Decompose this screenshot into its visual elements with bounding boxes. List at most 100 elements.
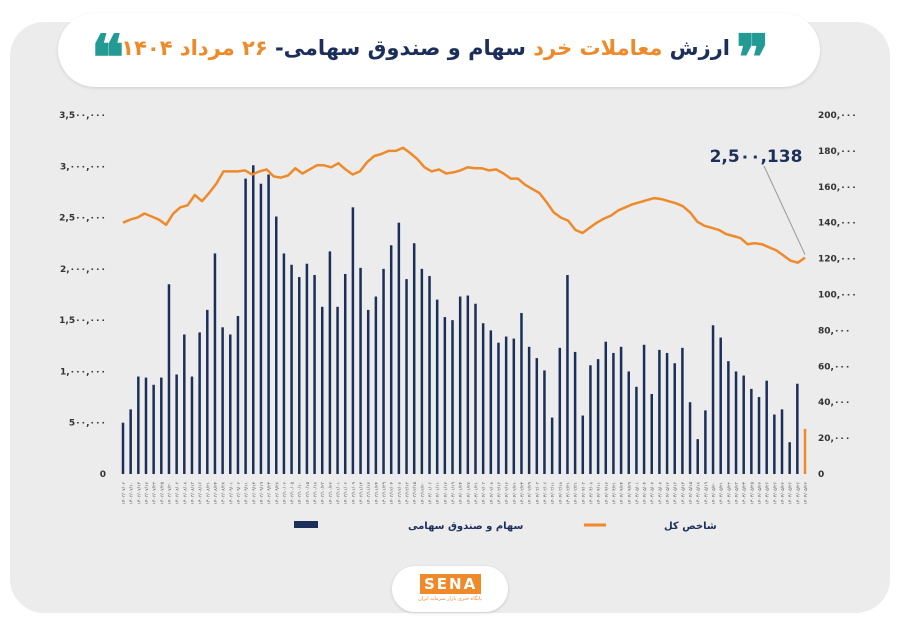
bar (397, 222, 401, 474)
bar (711, 325, 715, 474)
x-tick-label: ۱۴۰۳/۱۰/۱۸ (313, 481, 319, 504)
x-tick-label: ۱۴۰۳/۰۹/۱۴ (251, 481, 257, 504)
x-tick-label: ۱۴۰۴/۰۵/۲۶ (803, 482, 809, 504)
x-tick-label: ۱۴۰۴/۰۵/۲۶ (772, 482, 778, 504)
x-tick-label: ۱۴۰۴/۰۲/۱۶ (504, 482, 510, 504)
x-tick-label: ۱۴۰۴/۰۲/۲۴ (519, 481, 525, 504)
bar (137, 376, 140, 474)
line-series-layer (122, 146, 806, 264)
x-tick-label: ۱۴۰۴/۰۱/۰۶ (428, 482, 434, 504)
x-tick-label: ۱۴۰۴/۰۵/۲۶ (780, 482, 786, 504)
x-tick-label: ۱۴۰۳/۱۲/۰۷ (397, 481, 403, 504)
bar (206, 309, 209, 474)
x-tick-label: ۱۴۰۳/۱۰/۰۵ (290, 481, 296, 504)
left-tick-label: 1,5۰۰,۰۰۰ (59, 316, 106, 326)
bar (405, 279, 408, 474)
right-tick-label: 0 (818, 470, 824, 480)
bar (650, 393, 653, 474)
x-axis-tick-labels: ۱۴۰۳/۰۷/۰۶ ۱۴۰۳/۰۷/۱۰ ۱۴۰۳/۰۷/۱۴ ۱۴۰۳/۰۷/۱۷… (121, 481, 809, 504)
bar (305, 263, 309, 474)
x-tick-label: ۱۴۰۴/۰۵/۱۴ (680, 481, 686, 504)
left-tick-label: 1,۰۰۰,۰۰۰ (60, 367, 106, 377)
left-tick-label: 2,۰۰۰,۰۰۰ (60, 265, 106, 275)
bar (757, 397, 761, 474)
x-tick-label: ۱۴۰۳/۰۸/۰۳ (175, 481, 181, 504)
right-tick-label: 160,۰۰۰ (818, 183, 857, 193)
x-tick-label: ۱۴۰۴/۰۱/۱۹ (451, 481, 457, 504)
bar (596, 359, 600, 474)
x-tick-label: ۱۴۰۴/۰۵/۲۶ (765, 482, 771, 504)
x-tick-label: ۱۴۰۳/۰۷/۱۷ (144, 481, 150, 504)
bar (328, 251, 332, 474)
x-tick-label: ۱۴۰۴/۰۴/۲۴ (619, 481, 625, 504)
legend-bar-label: سهام و صندوق سهامی (408, 521, 524, 532)
chart-title: ارزش معاملات خرد سهام و صندوق سهامی- ۲۶ … (121, 36, 730, 60)
bar (474, 303, 477, 474)
right-tick-label: 100,۰۰۰ (818, 291, 857, 301)
x-tick-label: ۱۴۰۳/۰۹/۰۶ (236, 482, 242, 504)
x-tick-label: ۱۴۰۴/۰۴/۱۱ (596, 482, 602, 504)
title-part-3: سهام و صندوق سهامی- (267, 36, 526, 60)
bar (466, 295, 470, 474)
bar (619, 346, 623, 474)
x-tick-label: ۱۴۰۴/۰۵/۲۰ (711, 482, 717, 504)
chart-card (10, 22, 890, 613)
bar (144, 377, 148, 474)
legend: سهام و صندوق سهامی شاخص کل (294, 521, 717, 532)
x-tick-label: ۱۴۰۴/۰۵/۰۸ (657, 481, 663, 504)
bar (297, 277, 301, 474)
x-tick-label: ۱۴۰۴/۰۲/۲۱ (512, 482, 518, 504)
bar (527, 346, 531, 474)
x-tick-label: ۱۴۰۳/۰۸/۰۸ (182, 481, 188, 504)
x-tick-label: ۱۴۰۴/۰۳/۱۱ (550, 482, 556, 504)
annotation-leader-line (763, 165, 806, 255)
x-tick-label: ۱۴۰۴/۰۱/۳۱ (473, 482, 479, 504)
bar (275, 216, 278, 474)
bar (512, 338, 516, 474)
bar (152, 384, 155, 474)
x-tick-label: ۱۴۰۴/۰۵/۲۶ (795, 482, 801, 504)
legend-line-label: شاخص کل (664, 521, 717, 532)
x-tick-label: ۱۴۰۳/۰۹/۲۴ (267, 481, 273, 504)
bar (635, 386, 638, 474)
bar (428, 276, 431, 474)
bar (734, 371, 738, 474)
sena-logo: SENA پایگاه خبری بازار سرمایه ایران (392, 566, 508, 612)
bar (627, 371, 631, 474)
x-tick-label: ۱۴۰۴/۰۱/۲۷ (466, 481, 472, 504)
bar (573, 351, 577, 474)
x-tick-label: ۱۴۰۳/۰۷/۱۴ (136, 481, 142, 504)
x-tick-label: ۱۴۰۳/۰۷/۳۰ (167, 482, 173, 504)
x-tick-label: ۱۴۰۳/۱۰/۲۳ (320, 481, 326, 504)
left-tick-label: 0 (100, 470, 106, 480)
bar (443, 317, 447, 474)
bar (221, 327, 224, 474)
bar (175, 374, 178, 474)
x-tick-label: ۱۴۰۳/۱۱/۰۶ (343, 482, 349, 504)
bar (673, 363, 676, 474)
x-tick-label: ۱۴۰۳/۰۸/۱۶ (198, 482, 204, 504)
x-tick-label: ۱۴۰۴/۰۱/۲۴ (458, 481, 464, 504)
bar (290, 264, 293, 474)
x-tick-label: ۱۴۰۴/۰۵/۱۲ (665, 481, 671, 504)
x-tick-label: ۱۴۰۴/۰۴/۲۹ (627, 481, 633, 504)
bar (704, 410, 707, 474)
x-tick-label: ۱۴۰۴/۰۲/۰۳ (481, 481, 487, 504)
bar (420, 268, 424, 474)
bar (765, 380, 768, 474)
x-tick-label: ۱۴۰۳/۰۸/۲۴ (213, 481, 219, 504)
x-tick-label: ۱۴۰۴/۰۵/۱۹ (703, 481, 709, 504)
x-tick-label: ۱۴۰۴/۰۵/۰۱ (634, 482, 640, 504)
right-tick-label: 60,۰۰۰ (818, 362, 850, 372)
bar (642, 344, 646, 474)
index-line (122, 146, 806, 264)
x-tick-label: ۱۴۰۴/۰۳/۱۸ (558, 481, 564, 504)
x-tick-label: ۱۴۰۴/۰۲/۲۹ (527, 481, 533, 504)
bar (121, 422, 125, 474)
right-tick-label: 20,۰۰۰ (818, 434, 850, 444)
x-tick-label: ۱۴۰۴/۰۵/۲۴ (742, 481, 748, 504)
bar (742, 375, 745, 474)
x-tick-label: ۱۴۰۳/۰۷/۱۰ (129, 482, 135, 504)
bar (458, 296, 462, 474)
